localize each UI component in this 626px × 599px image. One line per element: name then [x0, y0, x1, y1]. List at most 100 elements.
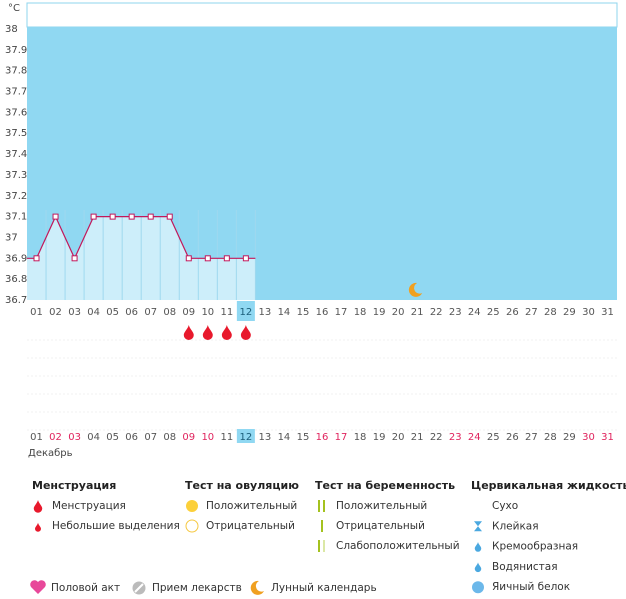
day-label: 29: [563, 307, 576, 318]
point: [147, 213, 154, 220]
y-tick-label: 37.6: [5, 107, 27, 118]
day-label: 31: [601, 432, 614, 443]
point: [242, 255, 249, 262]
legend-item: Положительный: [336, 500, 427, 512]
day-label: 04: [87, 432, 100, 443]
day-label: 12: [240, 432, 253, 443]
day-label: 28: [544, 432, 557, 443]
day-label: 21: [411, 432, 424, 443]
day-label: 29: [563, 432, 576, 443]
point: [204, 255, 211, 262]
y-tick-label: 37.9: [5, 45, 27, 56]
day-label: 12: [240, 307, 253, 318]
legend-extra: Лунный календарь: [271, 582, 377, 594]
y-tick-label: 38: [5, 24, 18, 35]
legend-item: Яичный белок: [492, 581, 570, 593]
legend-item: Кремообразная: [492, 541, 578, 553]
fluid-icon: [474, 562, 482, 573]
day-label: 01: [30, 307, 43, 318]
day-label: 06: [125, 432, 138, 443]
day-label: 18: [354, 307, 367, 318]
menstruation-icon: [183, 325, 194, 340]
legend-heading: Тест на беременность: [315, 479, 455, 492]
day-label: 23: [449, 307, 462, 318]
drop-icon: [33, 500, 43, 513]
bar-icon: [323, 500, 325, 512]
day-label: 03: [68, 432, 81, 443]
day-label: 02: [49, 307, 62, 318]
day-label: 10: [201, 307, 214, 318]
y-tick-label: 37.7: [5, 87, 27, 98]
y-tick-label: 37.3: [5, 170, 27, 181]
bar-icon: [323, 540, 325, 552]
legend-extra: Половой акт: [51, 582, 120, 594]
day-label: 25: [487, 432, 500, 443]
bar-icon: [318, 500, 320, 512]
temperature-line: [27, 215, 256, 260]
moon-icon: [408, 282, 423, 297]
legend-item: Менструация: [52, 500, 126, 512]
legend-heading: Цервикальная жидкость: [471, 479, 626, 492]
legend-item: Водянистая: [492, 561, 558, 573]
y-tick-label: 36.9: [5, 253, 27, 264]
day-label: 09: [182, 307, 195, 318]
menstruation-icon: [240, 325, 251, 340]
day-label: 26: [506, 432, 519, 443]
day-label: 28: [544, 307, 557, 318]
fluid-icon: [472, 581, 484, 594]
day-label: 10: [201, 432, 214, 443]
day-label: 25: [487, 307, 500, 318]
fluid-icon: [474, 521, 482, 532]
drop-icon: [35, 522, 41, 532]
day-label: 16: [316, 432, 329, 443]
menstruation-icon: [221, 325, 232, 340]
day-label: 23: [449, 432, 462, 443]
today-box: [236, 429, 255, 443]
today-box: [236, 301, 255, 321]
day-label: 04: [87, 307, 100, 318]
day-label: 11: [220, 307, 233, 318]
legend-item: Слабоположительный: [336, 540, 460, 552]
point: [71, 255, 78, 262]
circle-icon: [185, 519, 199, 533]
y-tick-label: 37: [5, 232, 18, 243]
legend-item: Небольшие выделения: [52, 520, 180, 532]
fluid-icon: [475, 501, 482, 511]
menstruation-icon: [202, 325, 213, 340]
point: [52, 213, 59, 220]
day-label: 31: [601, 307, 614, 318]
day-label: 24: [468, 307, 481, 318]
legend-item: Клейкая: [492, 520, 539, 532]
day-label: 27: [525, 432, 538, 443]
heart-icon: [30, 580, 46, 594]
day-label: 07: [144, 307, 157, 318]
day-label: 20: [392, 307, 405, 318]
day-label: 08: [163, 432, 176, 443]
day-label: 17: [335, 432, 348, 443]
day-label: 15: [297, 307, 310, 318]
y-tick-label: 36.7: [5, 295, 27, 306]
day-label: 19: [373, 432, 386, 443]
point: [185, 255, 192, 262]
day-label: 26: [506, 307, 519, 318]
day-label: 15: [297, 432, 310, 443]
y-tick-label: 37.2: [5, 191, 27, 202]
moon-icon: [250, 580, 264, 595]
day-label: 14: [278, 307, 291, 318]
day-label: 06: [125, 307, 138, 318]
day-label: 05: [106, 432, 119, 443]
top-strip: [26, 2, 618, 28]
point: [128, 213, 135, 220]
month-label: Декабрь: [28, 448, 73, 459]
day-label: 01: [30, 432, 43, 443]
circle-icon: [186, 500, 198, 512]
day-label: 03: [68, 307, 81, 318]
y-unit: °C: [8, 3, 20, 14]
day-label: 24: [468, 432, 481, 443]
day-label: 16: [316, 307, 329, 318]
point: [109, 213, 116, 220]
day-label: 17: [335, 307, 348, 318]
day-label: 05: [106, 307, 119, 318]
day-label: 13: [259, 307, 272, 318]
